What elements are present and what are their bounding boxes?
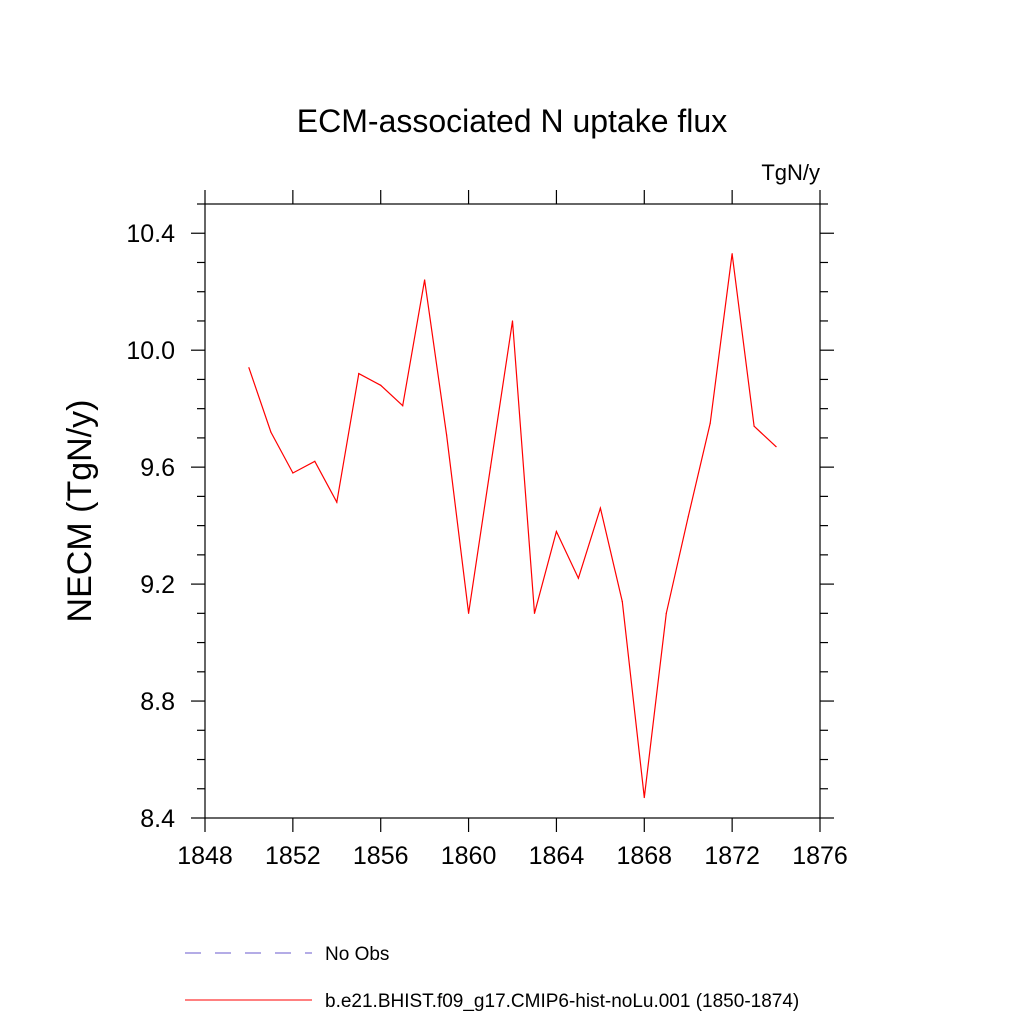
x-tick-label: 1856 <box>353 842 409 870</box>
x-tick-label: 1872 <box>704 842 760 870</box>
x-tick-label: 1864 <box>529 842 585 870</box>
legend-label-model: b.e21.BHIST.f09_g17.CMIP6-hist-noLu.001 … <box>325 991 799 1012</box>
axis-ticks <box>191 190 834 832</box>
x-tick-label: 1852 <box>265 842 321 870</box>
y-tick-label: 9.6 <box>140 454 175 482</box>
data-point <box>533 612 536 614</box>
data-point <box>621 601 623 603</box>
y-tick-label: 10.0 <box>126 337 175 365</box>
data-point <box>775 446 777 448</box>
legend: No Obs b.e21.BHIST.f09_g17.CMIP6-hist-no… <box>185 944 799 1012</box>
data-point <box>358 372 360 375</box>
data-point <box>446 434 448 436</box>
y-tick-label: 10.4 <box>126 220 175 248</box>
data-point <box>467 612 470 614</box>
legend-label-no-obs: No Obs <box>325 944 389 965</box>
axis-tick-labels: 1848 1852 1856 1860 1864 1868 1872 1876 8.4 8.8 9.… <box>126 220 847 870</box>
y-tick-label: 9.2 <box>140 571 175 599</box>
series-line <box>248 253 777 798</box>
data-point <box>665 612 667 614</box>
data-point <box>753 425 755 427</box>
units-label: TgN/y <box>761 160 820 185</box>
data-point <box>577 577 579 579</box>
data-point <box>489 466 492 468</box>
data-point <box>555 530 558 533</box>
x-tick-label: 1868 <box>616 842 672 870</box>
data-point <box>336 501 338 503</box>
data-point <box>402 405 404 407</box>
data-point <box>599 507 601 509</box>
data-point <box>687 516 689 518</box>
y-axis-label: NECM (TgN/y) <box>61 400 99 623</box>
data-point <box>314 460 316 462</box>
data-point <box>731 253 733 255</box>
data-point <box>380 384 382 386</box>
data-point <box>643 796 645 799</box>
y-tick-label: 8.8 <box>140 688 175 716</box>
x-tick-label: 1876 <box>792 842 848 870</box>
y-tick-label: 8.4 <box>140 805 175 833</box>
data-point <box>511 320 514 322</box>
x-tick-label: 1848 <box>177 842 233 870</box>
series-layer <box>248 253 777 799</box>
x-tick-label: 1860 <box>441 842 497 870</box>
plot-frame <box>204 203 821 819</box>
chart-title: ECM-associated N uptake flux <box>297 103 727 139</box>
data-point <box>424 279 426 281</box>
data-point <box>709 422 711 424</box>
data-point <box>248 367 250 369</box>
data-point <box>270 431 272 433</box>
data-point <box>292 472 294 474</box>
